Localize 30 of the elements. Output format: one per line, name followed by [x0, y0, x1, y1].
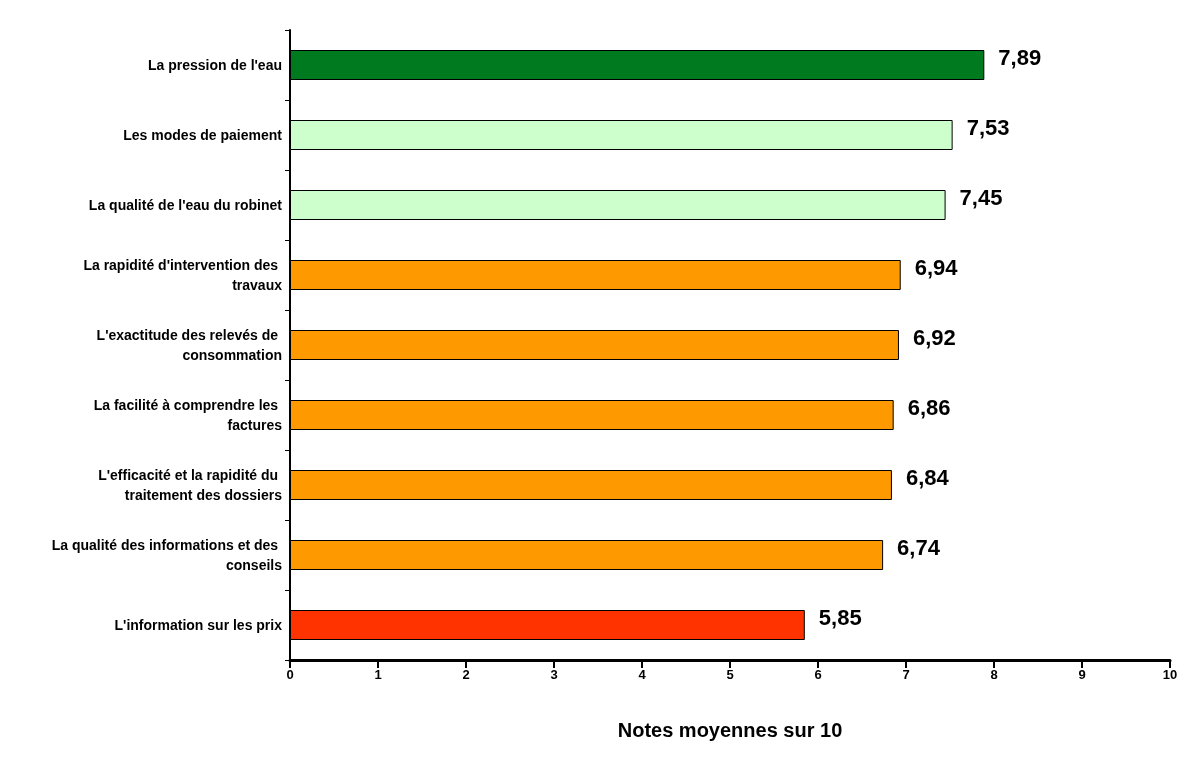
- y-tick-label: La qualité de l'eau du robinet: [88, 197, 283, 213]
- x-tick-label: 5: [726, 667, 734, 682]
- y-tick-label: La pression de l'eau: [147, 57, 282, 73]
- data-label: 6,84: [905, 464, 950, 490]
- x-tick-label: 1: [374, 667, 382, 682]
- data-label: 7,45: [959, 184, 1003, 210]
- x-tick-label: 4: [638, 667, 647, 682]
- y-tick-label: La rapidité d'intervention des travaux: [83, 257, 283, 293]
- y-tick-label: L'exactitude des relevés de consommation: [96, 327, 282, 363]
- y-tick-label: L'information sur les prix: [114, 617, 283, 633]
- data-label: 5,85: [818, 604, 862, 630]
- y-tick-label: L'efficacité et la rapidité du traitement des dossiers: [98, 467, 283, 503]
- x-tick-label: 3: [550, 667, 558, 682]
- y-tick-label: Les modes de paiement: [123, 127, 283, 143]
- x-tick-label: 8: [990, 667, 998, 682]
- x-tick-label: 10: [1162, 667, 1178, 682]
- y-tick-label: La qualité des informations et des conseils: [51, 537, 283, 573]
- data-label: 7,89: [998, 44, 1042, 70]
- data-label: 7,53: [966, 114, 1010, 140]
- x-tick-label: 9: [1078, 667, 1086, 682]
- x-tick-label: 0: [286, 667, 294, 682]
- x-tick-label: 6: [814, 667, 822, 682]
- x-tick-label: 7: [902, 667, 910, 682]
- data-label: 6,74: [897, 534, 941, 560]
- y-tick-label: La facilité à comprendre les factures: [93, 397, 283, 433]
- x-tick-label: 2: [462, 667, 470, 682]
- data-label: 6,92: [912, 324, 956, 350]
- data-label: 6,94: [914, 254, 959, 280]
- x-axis-title: Notes moyennes sur 10: [617, 719, 843, 741]
- data-label: 6,86: [907, 394, 951, 420]
